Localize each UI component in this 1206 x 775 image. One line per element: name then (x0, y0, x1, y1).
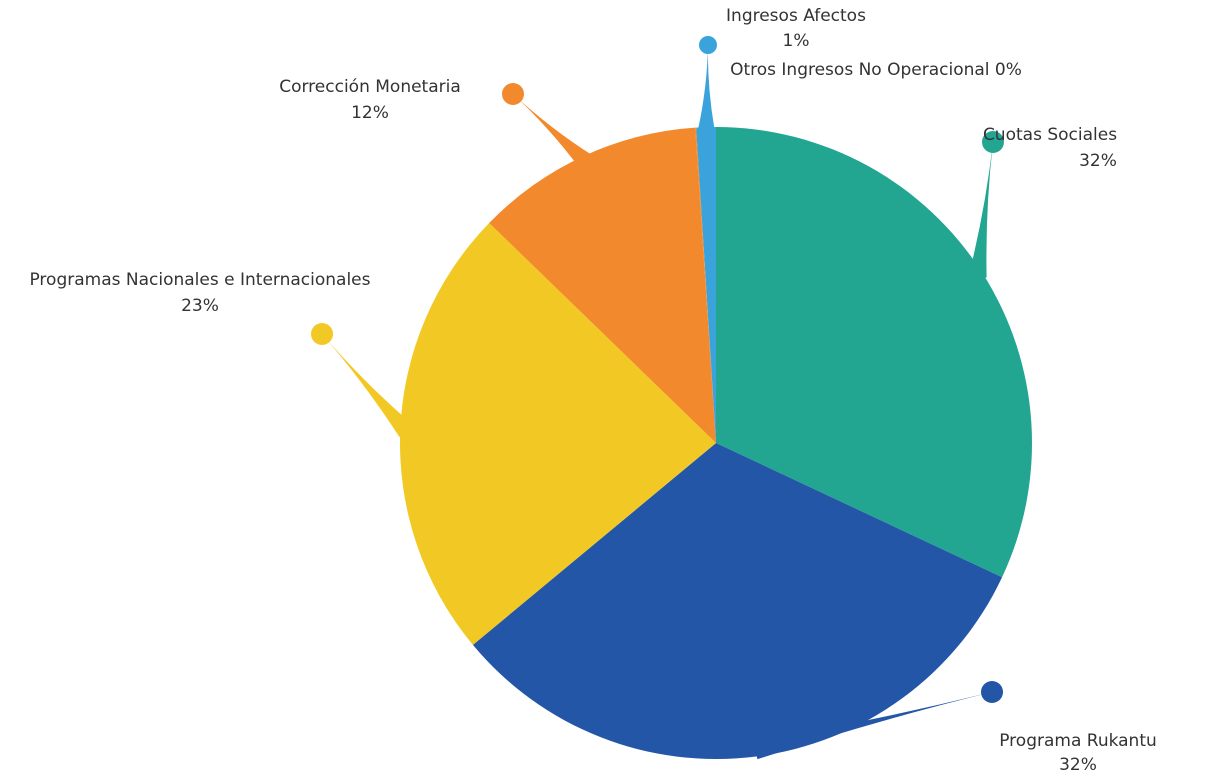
slice-label-pct-2: 32% (1059, 755, 1097, 775)
slice-label-pct-3: 23% (181, 296, 219, 316)
slice-label-name-1: Cuotas Sociales (983, 125, 1117, 145)
pie-callouts (311, 36, 1004, 760)
slice-label-pct-1: 32% (1079, 151, 1117, 171)
slice-label-name-2: Programa Rukantu (999, 731, 1157, 751)
pie-slice-2 (472, 443, 1003, 759)
pie-slice-6 (696, 127, 716, 443)
callout-pointer-6 (697, 45, 716, 134)
slice-label-pct-6: 1% (783, 31, 810, 51)
callout-dot-3 (311, 323, 333, 345)
callout-pointer-1 (968, 142, 993, 278)
callout-dot-6 (699, 36, 717, 54)
pie-slice-5 (695, 127, 716, 444)
callout-dot-2 (981, 681, 1003, 703)
pie-slice-4 (489, 127, 716, 443)
pie-slice-1 (716, 127, 1032, 578)
pie-slice-3 (399, 223, 716, 645)
callout-pointer-2 (753, 692, 992, 760)
slice-label-name-3: Programas Nacionales e Internacionales (29, 270, 370, 290)
slice-label-name-4: Corrección Monetaria (279, 77, 461, 97)
callout-dot-4 (502, 83, 524, 105)
callout-dot-1 (982, 131, 1004, 153)
pie-slices (399, 127, 1032, 759)
callout-pointer-3 (322, 334, 414, 437)
slice-label-pct-4: 12% (351, 103, 389, 123)
pie-labels: Cuotas Sociales 32% Programa Rukantu 32% Pro… (29, 6, 1156, 775)
callout-pointer-4 (513, 94, 592, 169)
slice-label-5: Otros Ingresos No Operacional 0% (730, 60, 1022, 80)
slice-label-name-6: Ingresos Afectos (726, 6, 866, 26)
